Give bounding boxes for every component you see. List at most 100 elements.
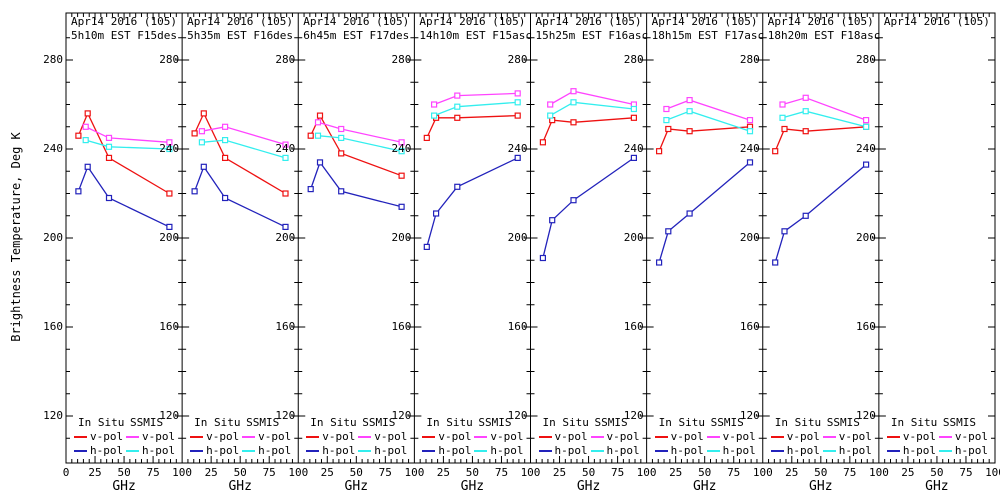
panel-title-line2: 15h25m EST F16asc bbox=[535, 29, 649, 42]
y-tick-label: 160 bbox=[623, 320, 644, 333]
legend-insitu-vpol-line bbox=[74, 436, 87, 438]
legend-insitu-vpol-line bbox=[306, 436, 320, 438]
legend-insitu-hpol-line bbox=[770, 450, 784, 452]
legend-insitu-pol-label: v-pol bbox=[554, 430, 588, 443]
x-tick-label: 50 bbox=[930, 466, 944, 479]
legend-insitu-pol-label: h-pol bbox=[322, 444, 356, 457]
legend-insitu-pol-label: v-pol bbox=[206, 430, 240, 443]
x-tick-label: 75 bbox=[262, 466, 276, 479]
legend-ssmis-vpol-line bbox=[474, 436, 488, 438]
legend-ssmis-pol-label: v-pol bbox=[722, 430, 756, 443]
y-tick-label: 240 bbox=[43, 142, 63, 155]
y-tick-label: 200 bbox=[507, 231, 528, 244]
x-tick-label: 100 bbox=[288, 466, 309, 479]
legend-insitu-pol-label: h-pol bbox=[554, 444, 588, 457]
legend-insitu-hpol-line bbox=[886, 450, 900, 452]
legend-insitu-hpol-line bbox=[654, 450, 668, 452]
legend-insitu-header: In Situ bbox=[78, 416, 125, 429]
legend-insitu-pol-label: v-pol bbox=[786, 430, 820, 443]
panel-title-line1: Apr14 2016 (105) bbox=[883, 15, 990, 28]
x-tick-label: 100 bbox=[404, 466, 425, 479]
y-tick-label: 200 bbox=[159, 231, 180, 244]
x-tick-label: 100 bbox=[752, 466, 773, 479]
x-axis-unit: GHz bbox=[692, 479, 717, 494]
panel-title-line1: Apr14 2016 (105) bbox=[767, 15, 874, 28]
x-tick-label: 100 bbox=[868, 466, 889, 479]
legend-ssmis-header: SSMIS bbox=[710, 416, 744, 429]
legend-ssmis-pol-label: h-pol bbox=[954, 444, 989, 457]
x-axis-unit: GHz bbox=[228, 479, 252, 494]
panel-title-line2: 6h45m EST F17des bbox=[303, 29, 410, 42]
x-tick-label: 25 bbox=[88, 466, 102, 479]
x-axis-unit: GHz bbox=[576, 479, 601, 494]
legend-insitu-header: In Situ bbox=[890, 416, 938, 429]
x-tick-label: 25 bbox=[669, 466, 683, 479]
panel-title-line1: Apr14 2016 (105) bbox=[651, 15, 758, 28]
x-tick-label: 25 bbox=[204, 466, 218, 479]
panel-title-line1: Apr14 2016 (105) bbox=[535, 15, 642, 28]
x-tick-label: 75 bbox=[959, 466, 973, 479]
legend-ssmis-header: SSMIS bbox=[942, 416, 977, 429]
x-tick-label: 50 bbox=[465, 466, 480, 479]
y-tick-label: 200 bbox=[391, 231, 412, 244]
x-axis-unit: GHz bbox=[112, 479, 136, 494]
y-tick-label: 200 bbox=[623, 231, 644, 244]
legend-ssmis-hpol-line bbox=[590, 450, 604, 452]
legend-insitu-pol-label: h-pol bbox=[206, 444, 240, 457]
legend-insitu-hpol-line bbox=[190, 450, 204, 452]
legend-insitu-hpol-line bbox=[74, 450, 87, 452]
x-axis-unit: GHz bbox=[809, 479, 833, 494]
x-axis-unit: GHz bbox=[925, 479, 949, 494]
x-axis-unit: GHz bbox=[344, 479, 369, 494]
legend-insitu-header: In Situ bbox=[310, 416, 357, 429]
x-tick-label: 25 bbox=[436, 466, 451, 479]
x-tick-label: 100 bbox=[172, 466, 193, 479]
legend-ssmis-header: SSMIS bbox=[594, 416, 628, 429]
y-tick-label: 280 bbox=[43, 53, 63, 66]
y-tick-label: 200 bbox=[275, 231, 296, 244]
y-tick-label: 120 bbox=[43, 409, 63, 422]
x-tick-label: 100 bbox=[985, 466, 1000, 479]
y-tick-label: 240 bbox=[275, 142, 296, 155]
y-tick-label: 200 bbox=[739, 231, 760, 244]
x-tick-label: 100 bbox=[636, 466, 657, 479]
y-tick-label: 240 bbox=[391, 142, 412, 155]
legend-ssmis-pol-label: v-pol bbox=[374, 430, 408, 443]
legend-ssmis-pol-label: v-pol bbox=[142, 430, 176, 443]
legend-insitu-hpol-line bbox=[306, 450, 320, 452]
y-tick-label: 160 bbox=[507, 320, 528, 333]
legend-insitu-header: In Situ bbox=[774, 416, 822, 429]
legend-ssmis-hpol-line bbox=[126, 450, 139, 452]
legend-insitu-pol-label: h-pol bbox=[902, 444, 937, 457]
legend-ssmis-hpol-line bbox=[822, 450, 836, 452]
x-tick-label: 75 bbox=[494, 466, 509, 479]
legend-ssmis-pol-label: h-pol bbox=[490, 444, 524, 457]
legend-ssmis-vpol-line bbox=[242, 436, 256, 438]
panel-title-line1: Apr14 2016 (105) bbox=[187, 15, 294, 28]
y-tick-label: 240 bbox=[507, 142, 528, 155]
legend-insitu-pol-label: v-pol bbox=[902, 430, 937, 443]
x-tick-label: 75 bbox=[378, 466, 392, 479]
y-tick-label: 240 bbox=[623, 142, 644, 155]
x-tick-label: 25 bbox=[552, 466, 567, 479]
legend-ssmis-vpol-line bbox=[938, 436, 952, 438]
legend-insitu-vpol-line bbox=[654, 436, 668, 438]
x-axis-unit: GHz bbox=[460, 479, 485, 494]
legend-insitu-vpol-line bbox=[190, 436, 204, 438]
y-tick-label: 120 bbox=[739, 409, 760, 422]
y-tick-label: 280 bbox=[623, 53, 644, 66]
legend-insitu-header: In Situ bbox=[194, 416, 241, 429]
x-tick-label: 75 bbox=[727, 466, 741, 479]
legend-ssmis-hpol-line bbox=[474, 450, 488, 452]
legend-insitu-hpol-line bbox=[538, 450, 552, 452]
legend-insitu-pol-label: v-pol bbox=[90, 430, 124, 443]
y-tick-label: 120 bbox=[159, 409, 180, 422]
legend-ssmis-pol-label: v-pol bbox=[954, 430, 989, 443]
panel-title-line2: 5h10m EST F15des bbox=[71, 29, 177, 42]
y-tick-label: 120 bbox=[623, 409, 644, 422]
panel-title-line2: 5h35m EST F16des bbox=[187, 29, 294, 42]
x-tick-label: 50 bbox=[581, 466, 596, 479]
y-tick-label: 160 bbox=[739, 320, 760, 333]
y-tick-label: 120 bbox=[391, 409, 412, 422]
